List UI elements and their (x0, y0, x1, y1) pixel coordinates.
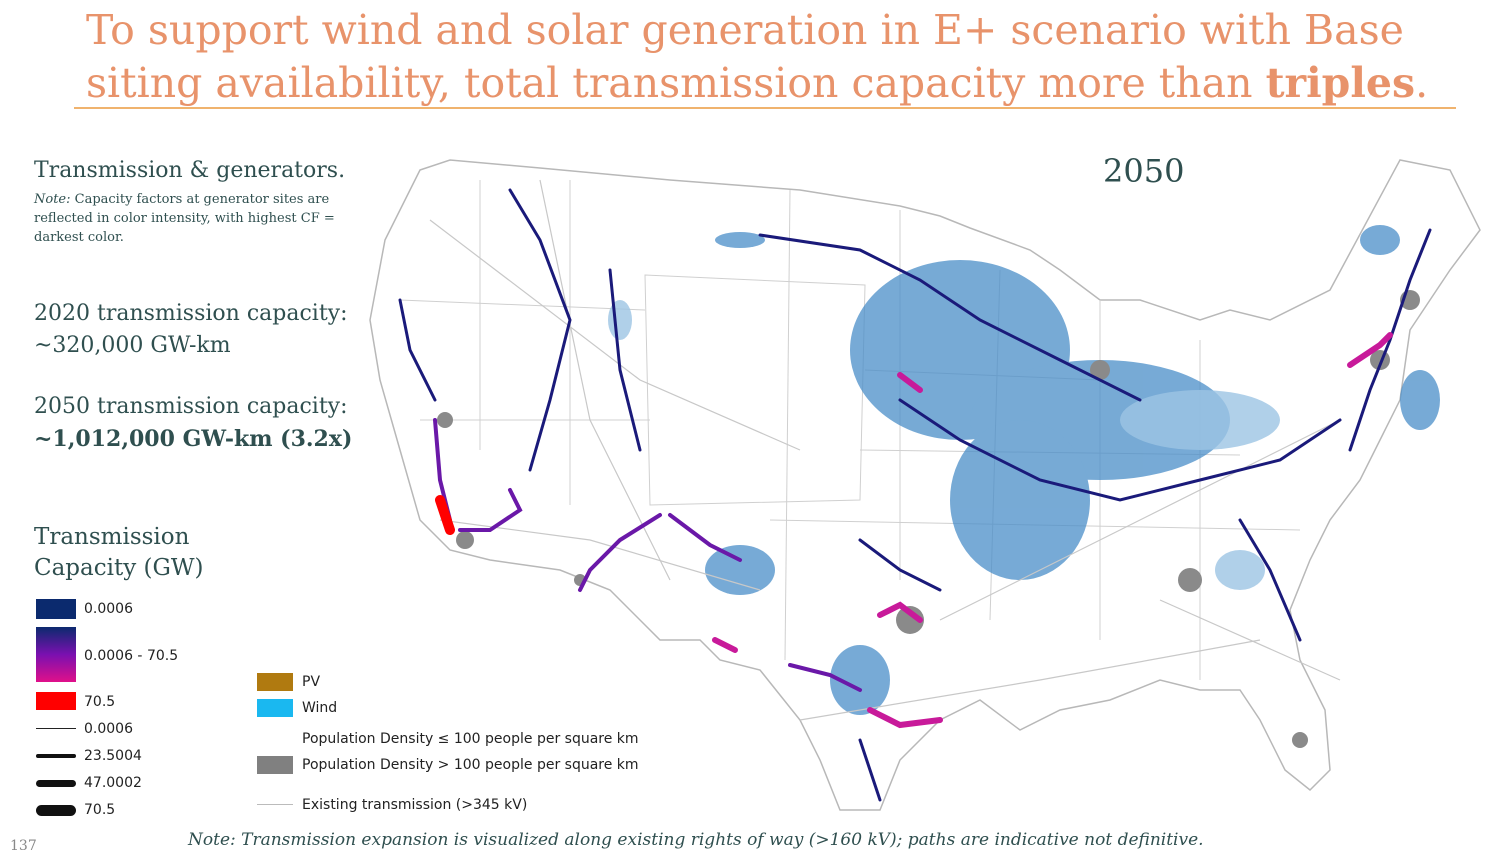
legend-swatch-min (36, 599, 76, 619)
capacity-2020-value: ~320,000 GW-km (34, 333, 231, 358)
side-heading: Transmission & generators. (34, 158, 346, 183)
legend-pop-high-label: Population Density > 100 people per squa… (302, 757, 639, 773)
legend-existing-label: Existing transmission (>345 kV) (302, 797, 528, 813)
capacity-2050-value: ~1,012,000 GW-km (3.2x) (34, 426, 353, 452)
legend-label-range: 0.0006 - 70.5 (84, 648, 179, 664)
year-label: 2050 (1103, 152, 1185, 190)
legend-width-3-label: 47.0002 (84, 775, 142, 791)
legend-swatch-gradient (36, 627, 76, 682)
side-note: Note: Capacity factors at generator site… (34, 190, 354, 247)
note-text: Capacity factors at generator sites are … (34, 192, 335, 245)
capacity-2020-label: 2020 transmission capacity: (34, 301, 348, 326)
legend-wind-label: Wind (302, 700, 338, 716)
legend-width-1-label: 0.0006 (84, 721, 133, 737)
us-transmission-map (369, 159, 1481, 811)
legend-width-3 (36, 780, 76, 787)
legend-width-2-label: 23.5004 (84, 748, 142, 764)
legend-label-min: 0.0006 (84, 601, 133, 617)
title-divider (74, 107, 1456, 109)
legend-width-2 (36, 754, 76, 758)
title-end: . (1415, 59, 1429, 107)
legend-title: Transmission Capacity (GW) (34, 522, 204, 584)
legend-pop-low-label: Population Density ≤ 100 people per squa… (302, 731, 639, 747)
new-transmission-low (398, 188, 1432, 802)
wind-regions (705, 225, 1440, 715)
footnote: Note: Transmission expansion is visualiz… (188, 830, 1204, 850)
legend-pv-swatch (257, 673, 293, 691)
capacity-2020: 2020 transmission capacity: ~320,000 GW-… (34, 298, 348, 362)
legend-width-4-label: 70.5 (84, 802, 116, 818)
legend-pop-low-swatch (257, 730, 293, 748)
legend-title-line2: Capacity (GW) (34, 555, 204, 581)
legend-pv-label: PV (302, 674, 321, 690)
legend-width-4 (36, 805, 76, 816)
legend-swatch-max (36, 692, 76, 710)
legend-existing-swatch (257, 804, 293, 805)
new-transmission-high (712, 332, 1393, 729)
capacity-2050: 2050 transmission capacity: ~1,012,000 G… (34, 391, 352, 455)
new-transmission-max (435, 495, 455, 535)
title-text: To support wind and solar generation in … (86, 6, 1404, 107)
legend-width-1 (36, 728, 76, 729)
capacity-2050-label: 2050 transmission capacity: (34, 394, 348, 419)
us-outline (369, 159, 1481, 811)
note-label: Note: (34, 192, 71, 207)
legend-wind-swatch (257, 699, 293, 717)
legend-title-line1: Transmission (34, 524, 190, 550)
existing-transmission (429, 179, 1341, 721)
legend-label-max: 70.5 (84, 694, 116, 710)
title-emphasis: triples (1265, 59, 1416, 107)
page-number: 137 (10, 838, 37, 854)
blank-region (644, 274, 866, 506)
legend-pop-high-swatch (257, 756, 293, 774)
slide-title: To support wind and solar generation in … (86, 4, 1466, 110)
